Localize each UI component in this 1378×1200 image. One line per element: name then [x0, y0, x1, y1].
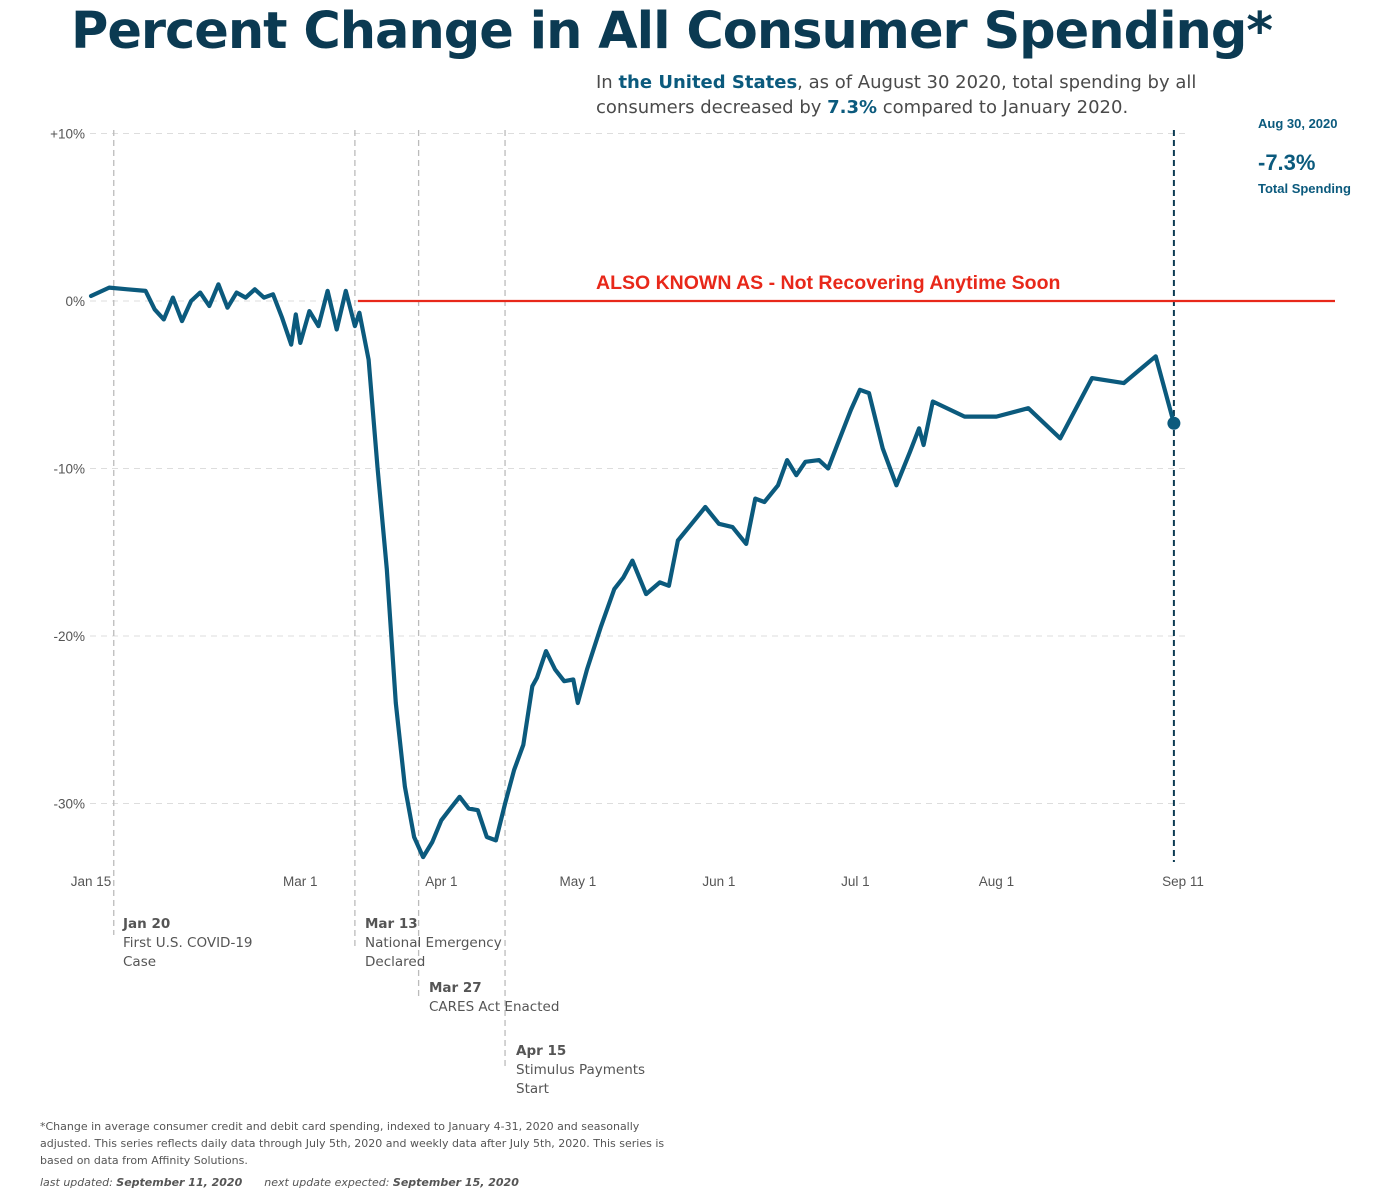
y-tick-label: +10% — [50, 127, 85, 142]
x-tick-label: Sep 11 — [1162, 874, 1204, 889]
x-tick-label: Mar 1 — [283, 874, 318, 889]
x-tick-label: Jul 1 — [841, 874, 870, 889]
chart-subtitle: In the United States, as of August 30 20… — [596, 70, 1256, 120]
event-label-jan20: Jan 20 First U.S. COVID-19 Case — [123, 915, 273, 972]
event-date: Apr 15 — [516, 1043, 567, 1059]
y-tick-label: -20% — [53, 629, 85, 644]
overlay-annotation: ALSO KNOWN AS - Not Recovering Anytime S… — [596, 272, 1061, 294]
event-text: Stimulus Payments Start — [516, 1062, 646, 1097]
next-update-date: September 15, 2020 — [392, 1176, 519, 1189]
next-update-label: next update expected: — [264, 1176, 393, 1189]
subtitle-mid: , as of August 30 2020, total spending b… — [596, 72, 1197, 118]
chart-title: Percent Change in All Consumer Spending* — [70, 2, 1273, 61]
update-info: last updated: September 11, 2020 next upd… — [40, 1176, 519, 1189]
callout-value: -7.3% — [1258, 150, 1316, 175]
event-text: National Emergency Declared — [365, 935, 502, 970]
event-text: First U.S. COVID-19 Case — [123, 935, 253, 970]
subtitle-end: compared to January 2020. — [877, 97, 1129, 118]
x-tick-label: Apr 1 — [425, 874, 457, 889]
event-text: CARES Act Enacted — [429, 999, 560, 1015]
last-updated-label: last updated: — [40, 1176, 117, 1189]
y-tick-label: 0% — [65, 294, 85, 309]
event-date: Mar 13 — [365, 916, 418, 932]
x-tick-label: Aug 1 — [979, 874, 1014, 889]
x-tick-label: Jan 15 — [71, 874, 112, 889]
callout-label: Total Spending — [1258, 181, 1351, 196]
y-tick-label: -30% — [53, 797, 85, 812]
subtitle-pct: 7.3% — [827, 97, 878, 118]
event-label-apr15: Apr 15 Stimulus Payments Start — [516, 1042, 646, 1099]
spending-series-line — [88, 282, 1177, 860]
x-tick-label: Jun 1 — [702, 874, 735, 889]
footnote: *Change in average consumer credit and d… — [40, 1120, 665, 1167]
callout-date: Aug 30, 2020 — [1258, 116, 1338, 131]
subtitle-in: In — [596, 72, 619, 93]
event-date: Jan 20 — [123, 916, 171, 932]
latest-data-point — [1167, 416, 1181, 430]
last-updated-date: September 11, 2020 — [116, 1176, 243, 1189]
event-label-mar13: Mar 13 National Emergency Declared — [365, 915, 505, 972]
subtitle-place: the United States — [618, 72, 798, 93]
event-label-mar27: Mar 27 CARES Act Enacted — [429, 979, 579, 1017]
y-tick-label: -10% — [53, 462, 85, 477]
event-date: Mar 27 — [429, 980, 482, 996]
x-tick-label: May 1 — [559, 874, 596, 889]
